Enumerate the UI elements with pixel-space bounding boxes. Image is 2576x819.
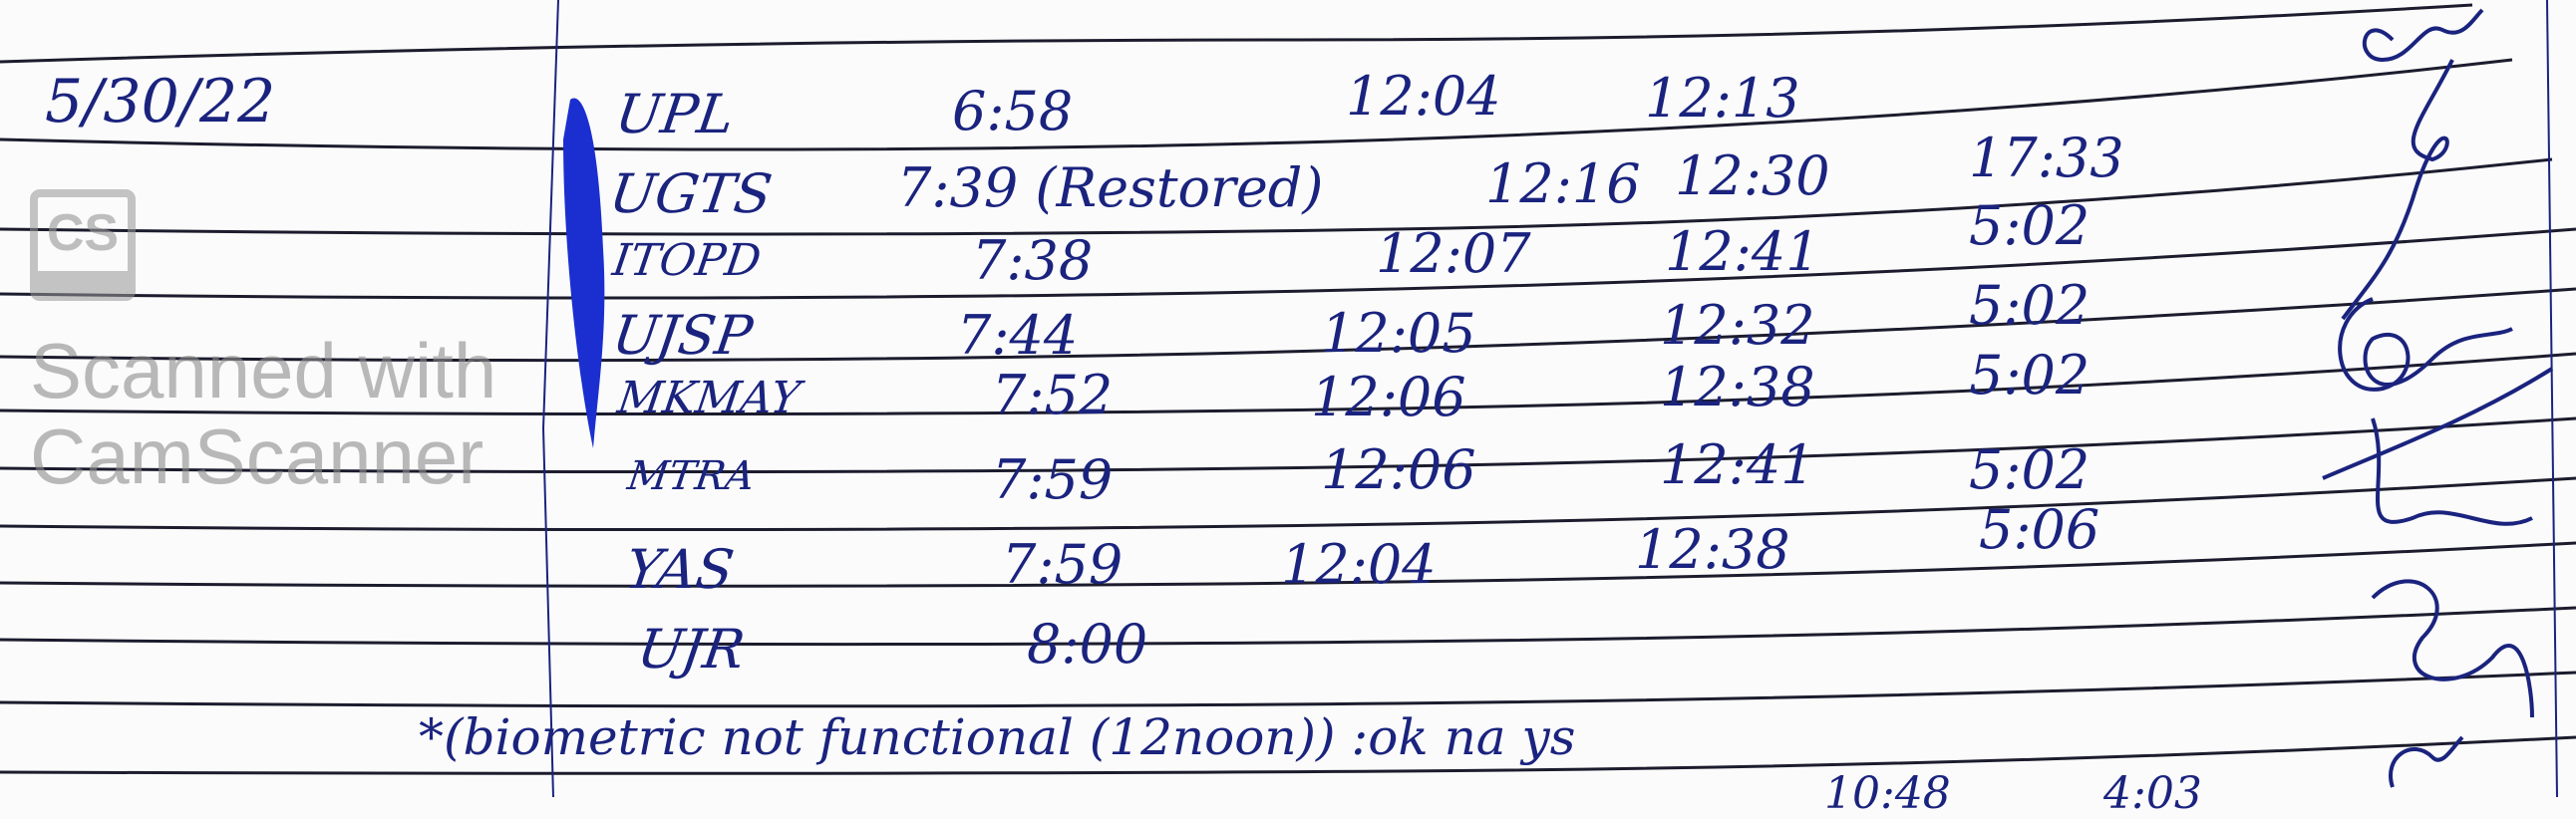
time-in-pm: 12:13 [1645,67,1800,130]
employee-initials: UPL [611,83,739,145]
time-in-am: 8:00 [1027,613,1148,676]
watermark-text: Scanned with CamScanner [30,327,497,500]
time-out-pm: 5:02 [1969,274,2091,337]
rule-line [0,541,2576,588]
employee-initials: UJR [633,618,749,681]
time-in-pm: 12:30 [1675,144,1830,207]
rule-line [0,3,2473,64]
time-out-pm: 5:02 [1969,194,2091,257]
ruled-lines [0,3,2576,775]
employee-initials: MKMAY [614,373,804,423]
signature [2362,8,2484,63]
rule-line [0,157,2553,236]
camscanner-logo-icon: CS [30,189,136,301]
time-in-pm: 12:38 [1635,518,1790,581]
time-out-pm: 17:33 [1969,127,2124,189]
signature [2341,59,2454,321]
signature [2371,579,2534,718]
margin-line [541,0,559,797]
highlighter-mark [563,98,605,449]
time-in-am: 7:59 [992,448,1114,511]
time-in-am: 6:58 [952,80,1074,142]
employee-initials: UGTS [605,162,777,225]
time-in-am: 7:52 [992,364,1114,426]
time-out-pm: 5:06 [1979,498,2100,561]
rule-line [0,671,2576,708]
remark-note: *(biometric not functional (12noon)) :ok… [419,708,1576,766]
rule-line [0,58,2513,151]
rule-line [0,735,2576,775]
time-out-pm: 5:02 [1969,438,2091,501]
rule-line [0,476,2576,532]
time-in-pm: 12:38 [1660,356,1815,418]
partial-time: 10:48 [1824,768,1951,819]
rule-line [0,352,2576,416]
time-in-pm: 12:32 [1660,294,1815,357]
time-in-pm: 12:41 [1665,220,1820,283]
time-out-am: 12:04 [1281,533,1437,596]
partial-time: 4:03 [2103,768,2202,819]
entry-date: 5/30/22 [45,67,276,136]
ruled-paper [0,0,2576,797]
signatures-column [2322,8,2554,788]
signature [2389,735,2464,788]
time-out-am: 12:06 [1311,366,1466,428]
time-out-am: 12:06 [1321,438,1476,501]
time-in-pm: 12:41 [1660,433,1815,496]
employee-initials: YAS [621,538,738,601]
right-border-line [2546,0,2558,797]
rule-line [0,416,2576,474]
time-out-pm: 5:02 [1969,344,2091,407]
time-in-am: 7:39 (Restored) [897,156,1324,219]
employee-initials: UJSP [608,304,757,367]
rule-line [0,227,2576,300]
time-out-am: 12:07 [1376,222,1531,285]
rule-line [0,606,2576,647]
time-in-am: 7:44 [957,304,1079,367]
signature [2322,367,2554,526]
time-out-am: 12:05 [1321,302,1476,365]
rule-line [0,287,2576,363]
signature [2338,297,2513,392]
time-in-am: 7:38 [972,229,1094,292]
employee-initials: MTRA [624,453,758,499]
time-in-am: 7:59 [1002,533,1124,596]
logo-text: CS [46,204,120,262]
time-out-am: 12:04 [1346,65,1501,128]
employee-initials: ITOPD [609,235,765,286]
time-out-am: 12:16 [1485,152,1641,215]
